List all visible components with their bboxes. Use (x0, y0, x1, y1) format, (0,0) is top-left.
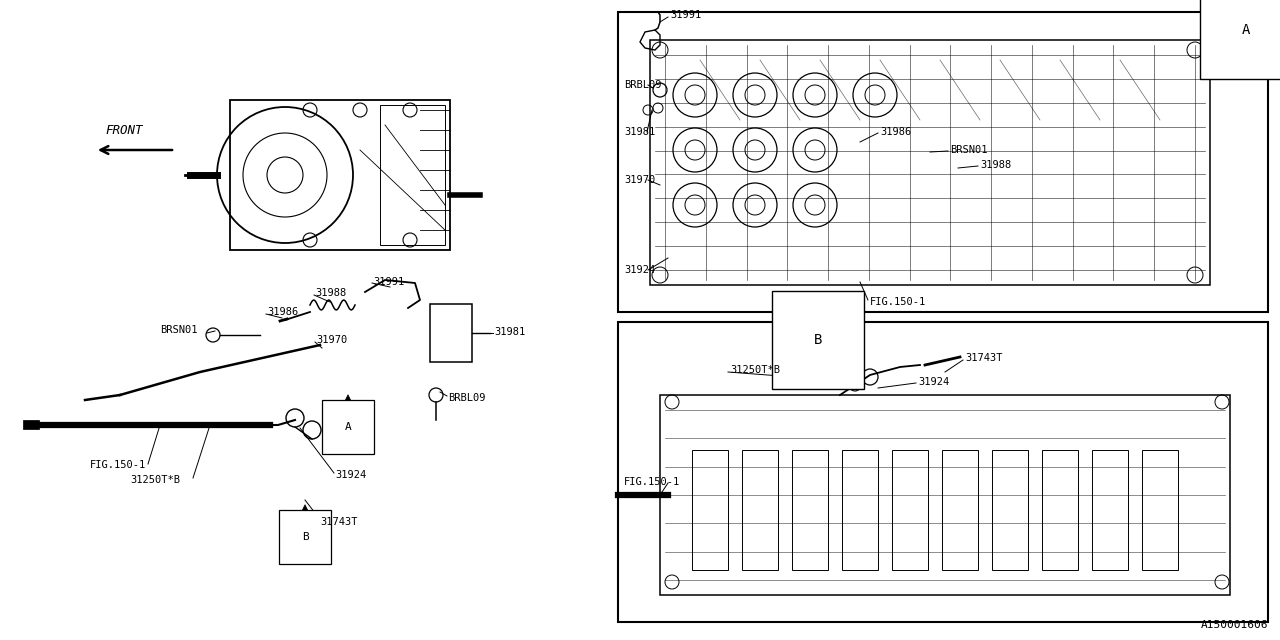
Bar (892, 450, 928, 570)
Text: 31250T*B: 31250T*B (131, 475, 180, 485)
Text: 31250T*B: 31250T*B (730, 365, 780, 375)
Bar (942, 450, 978, 570)
Text: 31924: 31924 (918, 377, 950, 387)
Bar (618, 322, 1268, 622)
Text: B: B (302, 532, 308, 542)
Text: 31988: 31988 (980, 160, 1011, 170)
Text: BRBL09: BRBL09 (448, 393, 485, 403)
Text: 31991: 31991 (372, 277, 404, 287)
Bar (1092, 450, 1128, 570)
Text: 31743T: 31743T (965, 353, 1002, 363)
Text: FRONT: FRONT (105, 124, 142, 137)
Text: 31924: 31924 (625, 265, 655, 275)
Text: BRSN01: BRSN01 (160, 325, 197, 335)
Bar (618, 12, 1268, 312)
Bar (430, 304, 472, 362)
Bar (792, 450, 828, 570)
Text: 31970: 31970 (625, 175, 655, 185)
Text: 31991: 31991 (669, 10, 701, 20)
Text: 31981: 31981 (625, 127, 655, 137)
Bar (1042, 450, 1078, 570)
Bar (1142, 450, 1178, 570)
Bar (992, 450, 1028, 570)
Text: B: B (814, 333, 822, 347)
Bar (380, 105, 445, 245)
Text: 31981: 31981 (494, 327, 525, 337)
Text: BRBL09: BRBL09 (625, 80, 662, 90)
Text: A: A (1242, 23, 1251, 37)
Text: A150001606: A150001606 (1201, 620, 1268, 630)
Text: 31743T: 31743T (320, 517, 357, 527)
Bar (842, 450, 878, 570)
Text: 31986: 31986 (881, 127, 911, 137)
Bar (742, 450, 778, 570)
Text: BRSN01: BRSN01 (950, 145, 987, 155)
Text: FIG.150-1: FIG.150-1 (90, 460, 146, 470)
Text: FIG.150-1: FIG.150-1 (870, 297, 927, 307)
Text: 31986: 31986 (268, 307, 298, 317)
Bar (692, 450, 728, 570)
Text: A: A (344, 422, 352, 432)
Text: FIG.150-1: FIG.150-1 (625, 477, 680, 487)
Text: 31988: 31988 (315, 288, 347, 298)
Text: 31970: 31970 (316, 335, 347, 345)
Circle shape (206, 328, 220, 342)
Text: 31924: 31924 (335, 470, 366, 480)
